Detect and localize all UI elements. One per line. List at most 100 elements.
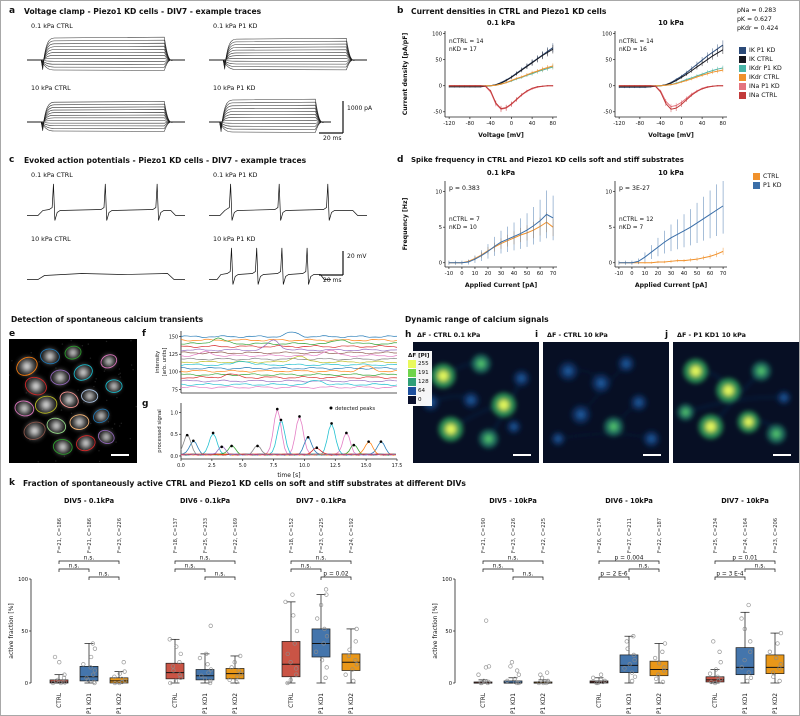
svg-text:17.5: 17.5: [392, 463, 403, 469]
svg-text:F=18, C=152: F=18, C=152: [289, 518, 295, 553]
svg-text:P1 KD2: P1 KD2: [117, 693, 123, 714]
scalebar-label-h: 20 ms: [323, 277, 342, 284]
svg-text:F=21, C=186: F=21, C=186: [87, 518, 93, 553]
svg-text:0: 0: [609, 261, 612, 267]
svg-text:0: 0: [25, 681, 28, 687]
svg-text:time [s]: time [s]: [277, 472, 300, 479]
svg-text:0: 0: [510, 121, 513, 127]
image-label-j: ΔF - P1 KD1 10 kPa: [677, 331, 746, 339]
svg-text:P1 KD1: P1 KD1: [743, 693, 749, 714]
svg-text:nKD = 17: nKD = 17: [449, 47, 477, 53]
svg-text:F=26, C=174: F=26, C=174: [597, 517, 603, 553]
svg-text:P1 KD1: P1 KD1: [87, 693, 93, 714]
svg-text:70: 70: [550, 271, 557, 277]
svg-text:10: 10: [435, 189, 442, 195]
svg-text:0: 0: [439, 261, 442, 267]
svg-text:Applied Current [pA]: Applied Current [pA]: [635, 282, 707, 289]
svg-text:P1 KD1: P1 KD1: [319, 693, 325, 714]
legend-item: IK CTRL: [739, 56, 782, 63]
legend-item: INa CTRL: [739, 92, 782, 99]
svg-text:P1 KD2: P1 KD2: [773, 693, 779, 714]
svg-text:10: 10: [642, 271, 649, 277]
legend-label: IKdr CTRL: [749, 74, 780, 81]
svg-text:nCTRL = 7: nCTRL = 7: [449, 217, 480, 223]
svg-text:10 kPa: 10 kPa: [658, 169, 684, 177]
svg-text:detected peaks: detected peaks: [335, 406, 375, 412]
calcium-traces-charts: 75 100 125 150 intensity [arb. units] 0.0 0.5 1.…: [155, 331, 402, 479]
svg-text:75: 75: [172, 387, 178, 393]
svg-text:0: 0: [630, 271, 633, 277]
legend-item: IKdr CTRL: [739, 74, 782, 81]
svg-text:F=22, C=187: F=22, C=187: [657, 518, 663, 553]
svg-text:40: 40: [681, 271, 688, 277]
legend-item: IKdr P1 KD: [739, 65, 782, 72]
svg-text:10: 10: [472, 271, 479, 277]
legend-swatch: [753, 182, 760, 189]
panel-k-title: Fraction of spontaneously active CTRL an…: [23, 479, 466, 488]
svg-text:-50: -50: [434, 110, 442, 116]
svg-text:F=22, C=169: F=22, C=169: [233, 518, 239, 553]
svg-text:n.s.: n.s.: [755, 564, 766, 570]
svg-text:125: 125: [169, 352, 178, 358]
svg-text:F=23, C=226: F=23, C=226: [511, 518, 517, 553]
svg-text:-10: -10: [615, 271, 623, 277]
svg-text:50: 50: [445, 629, 452, 635]
svg-text:DIV7 - 0.1kPa: DIV7 - 0.1kPa: [296, 497, 346, 505]
svg-text:10 kPa: 10 kPa: [658, 19, 684, 27]
svg-text:0: 0: [680, 121, 683, 127]
svg-text:DIV5 - 0.1kPa: DIV5 - 0.1kPa: [64, 497, 114, 505]
svg-text:50: 50: [605, 57, 612, 63]
svg-text:0: 0: [460, 271, 463, 277]
svg-text:-40: -40: [656, 121, 664, 127]
legend-label: CTRL: [763, 173, 779, 180]
legend-label: P1 KD: [763, 182, 782, 189]
ap-trace-plot: [27, 183, 185, 221]
svg-text:80: 80: [720, 121, 727, 127]
svg-text:p = 3E-27: p = 3E-27: [619, 185, 650, 192]
voltage-trace-plot: [27, 36, 185, 71]
svg-text:F=22, C=225: F=22, C=225: [541, 518, 547, 553]
svg-text:F=23, C=226: F=23, C=226: [117, 518, 123, 553]
panel-a-letter: a: [9, 6, 16, 16]
voltage-trace-plot: [209, 98, 331, 133]
trace-label: 10 kPa P1 KD: [213, 84, 256, 92]
svg-text:0: 0: [439, 84, 442, 90]
legend-label: IKdr P1 KD: [749, 65, 782, 72]
legend-swatch: [739, 74, 746, 81]
calcium-image-ctrl-0.1kpa: [413, 342, 539, 463]
svg-text:CTRL: CTRL: [289, 692, 295, 708]
calcium-image-ctrl-10kpa: [543, 342, 669, 463]
svg-text:p = 0.004: p = 0.004: [615, 556, 644, 562]
svg-text:-120: -120: [443, 121, 455, 127]
panel-g-letter: g: [142, 399, 149, 409]
svg-text:-80: -80: [636, 121, 644, 127]
svg-text:150: 150: [169, 334, 178, 340]
svg-text:n.s.: n.s.: [301, 564, 312, 570]
svg-text:n.s.: n.s.: [84, 556, 95, 562]
svg-text:DIV5 - 10kPa: DIV5 - 10kPa: [489, 497, 537, 505]
svg-text:20: 20: [485, 271, 492, 277]
svg-text:DIV6 - 0.1kPa: DIV6 - 0.1kPa: [180, 497, 230, 505]
svg-text:50: 50: [694, 271, 701, 277]
svg-text:F=24, C=192: F=24, C=192: [349, 518, 355, 553]
voltage-trace-plot: [27, 101, 185, 132]
svg-text:F=25, C=233: F=25, C=233: [203, 518, 209, 553]
svg-text:n.s.: n.s.: [185, 564, 196, 570]
svg-text:F=27, C=211: F=27, C=211: [627, 518, 633, 553]
svg-text:P1 KD2: P1 KD2: [657, 693, 663, 714]
svg-text:n.s.: n.s.: [639, 564, 650, 570]
svg-text:10: 10: [605, 189, 612, 195]
ap-trace-plot: [209, 247, 331, 285]
scalebar-label-h: 20 ms: [323, 135, 342, 142]
svg-text:0.5: 0.5: [170, 432, 178, 438]
svg-text:p = 0.02: p = 0.02: [323, 572, 348, 578]
svg-text:[arb. units]: [arb. units]: [162, 348, 168, 377]
svg-text:p = 0.01: p = 0.01: [732, 556, 757, 562]
scalebar: [319, 251, 344, 276]
legend-swatch: [739, 65, 746, 72]
panel-b-legend: IK P1 KD IK CTRL IKdr P1 KD IKdr CTRL INa P1…: [739, 47, 782, 99]
image-label-i: ΔF - CTRL 10 kPa: [547, 331, 608, 339]
svg-text:100: 100: [18, 577, 28, 583]
